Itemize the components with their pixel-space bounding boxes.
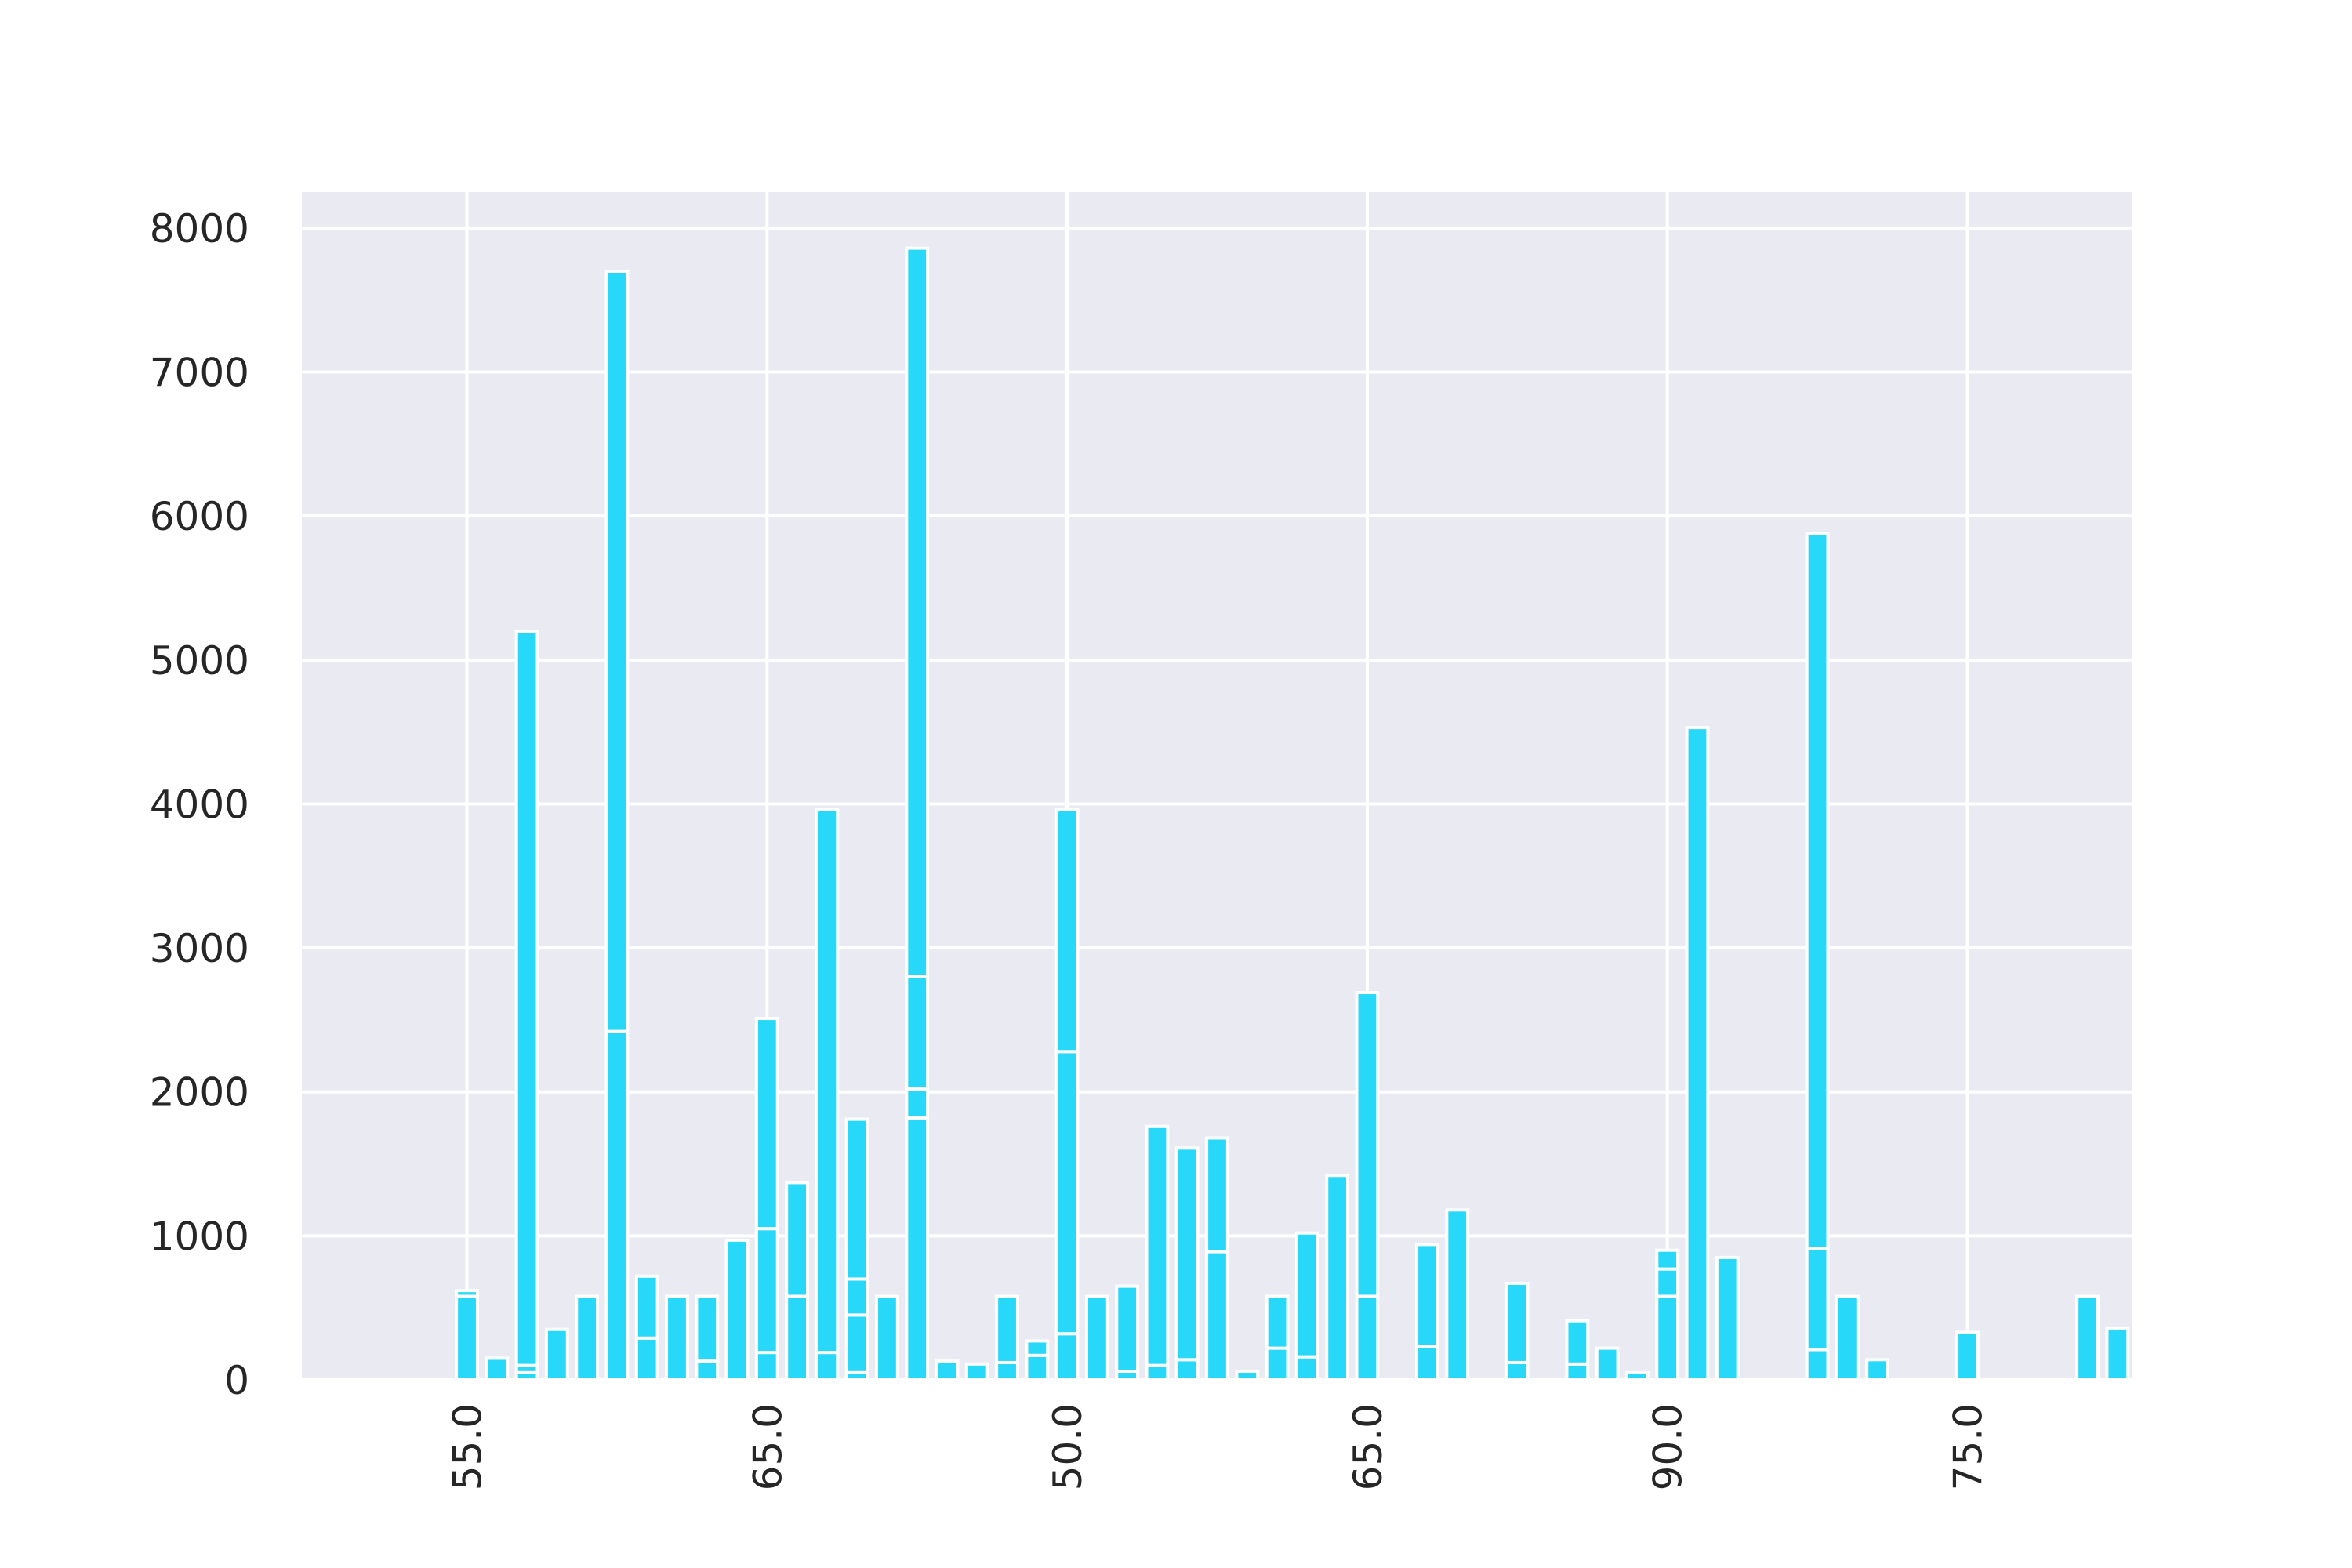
x-tick-label: 65.0	[745, 1403, 790, 1490]
x-tick-label: 50.0	[1045, 1403, 1091, 1490]
bar-segment	[1174, 1146, 1200, 1362]
bar-segment	[695, 1294, 720, 1363]
bar-segment	[1355, 1294, 1380, 1382]
bar-segment	[785, 1294, 809, 1382]
bar-segment	[1685, 726, 1710, 1381]
y-tick-label: 8000	[150, 206, 249, 252]
bar-segment	[964, 1362, 989, 1382]
bar-segment	[604, 270, 630, 1033]
bar-segment	[785, 1181, 809, 1298]
bar-segment	[455, 1294, 479, 1382]
bar-segment	[905, 246, 930, 978]
bar-segment	[1655, 1248, 1680, 1271]
bar-segment	[905, 975, 930, 1091]
bar-segment	[1325, 1174, 1350, 1381]
bar-segment	[634, 1274, 659, 1340]
bar-segment	[935, 1359, 960, 1382]
bar-segment	[875, 1294, 899, 1382]
bar-segment	[1504, 1360, 1530, 1381]
bar-segment	[514, 630, 539, 1367]
bar-segment	[1145, 1124, 1170, 1367]
bars	[455, 246, 2130, 1382]
bar-segment	[1625, 1370, 1650, 1382]
bar-segment	[1054, 1050, 1080, 1336]
bar-segment	[455, 1289, 479, 1298]
y-tick-label: 1000	[150, 1214, 249, 1259]
y-tick-label: 6000	[150, 494, 249, 539]
x-tick-label: 55.0	[445, 1403, 491, 1490]
bar-segment	[724, 1238, 750, 1381]
bar-segment	[1865, 1358, 1890, 1381]
bar-segment	[1415, 1345, 1439, 1382]
bar-segment	[1054, 1332, 1080, 1381]
x-tick-label: 75.0	[1945, 1403, 1991, 1490]
bar-segment	[995, 1360, 1019, 1381]
bar-segment	[1265, 1346, 1290, 1381]
bar-segment	[754, 1017, 779, 1231]
bar-segment	[815, 1351, 840, 1382]
bar-segment	[1595, 1346, 1620, 1381]
bar-segment	[1835, 1294, 1860, 1382]
y-axis-ticks: 0 1000 2000 3000 4000 5000 6000 7000 8000	[150, 206, 249, 1403]
bar-segment	[1265, 1294, 1290, 1350]
y-tick-label: 4000	[150, 782, 249, 827]
y-tick-label: 5000	[150, 638, 249, 684]
bar-segment	[2105, 1326, 2130, 1381]
y-tick-label: 3000	[150, 926, 249, 971]
bar-segment	[695, 1359, 720, 1382]
bar-segment	[1415, 1243, 1439, 1348]
bar-segment	[815, 808, 840, 1355]
bar-segment	[485, 1356, 510, 1382]
bar-segment	[1565, 1362, 1590, 1382]
bar-segment	[995, 1294, 1019, 1364]
bar-segment	[905, 1087, 930, 1120]
y-tick-label: 2000	[150, 1070, 249, 1116]
bar-segment	[1025, 1353, 1050, 1382]
bar-segment	[844, 1117, 869, 1281]
y-tick-label: 7000	[150, 350, 249, 396]
bar-segment	[1805, 1247, 1830, 1352]
bar-segment	[1084, 1294, 1109, 1382]
bar-segment	[604, 1029, 630, 1381]
bar-segment	[1445, 1208, 1470, 1381]
bar-segment	[544, 1327, 569, 1382]
bar-segment	[905, 1116, 930, 1382]
bar-segment	[575, 1294, 600, 1382]
bar-segment	[1205, 1250, 1229, 1381]
bar-segment	[1355, 991, 1380, 1298]
bar-segment	[1955, 1330, 1980, 1382]
x-tick-label: 65.0	[1345, 1403, 1391, 1490]
bar-segment	[1235, 1369, 1260, 1381]
bar-segment	[844, 1277, 869, 1317]
bar-segment	[754, 1351, 779, 1382]
bar-segment	[1655, 1294, 1680, 1382]
bar-segment	[1655, 1267, 1680, 1298]
bar-segment	[1025, 1339, 1050, 1357]
bar-segment	[1565, 1319, 1590, 1366]
x-axis-ticks: 55.0 65.0 50.0 65.0 90.0 75.0	[445, 1403, 1991, 1490]
bar-segment	[1294, 1355, 1319, 1381]
x-tick-label: 90.0	[1646, 1403, 1691, 1490]
bar-segment	[1145, 1363, 1170, 1381]
bar-segment	[634, 1336, 659, 1382]
bar-segment	[1054, 808, 1080, 1054]
bar-segment	[1115, 1284, 1140, 1373]
bar-segment	[1805, 532, 1830, 1250]
bar-segment	[1715, 1255, 1740, 1381]
bar-segment	[1504, 1281, 1530, 1364]
bar-segment	[754, 1227, 779, 1355]
bar-segment	[1294, 1231, 1319, 1359]
bar-segment	[1174, 1358, 1200, 1381]
bar-segment	[2075, 1294, 2100, 1382]
bar-segment	[665, 1294, 689, 1382]
bar-segment	[844, 1313, 869, 1374]
bar-segment	[1805, 1348, 1830, 1382]
y-tick-label: 0	[224, 1358, 249, 1403]
bar-segment	[1205, 1136, 1229, 1254]
